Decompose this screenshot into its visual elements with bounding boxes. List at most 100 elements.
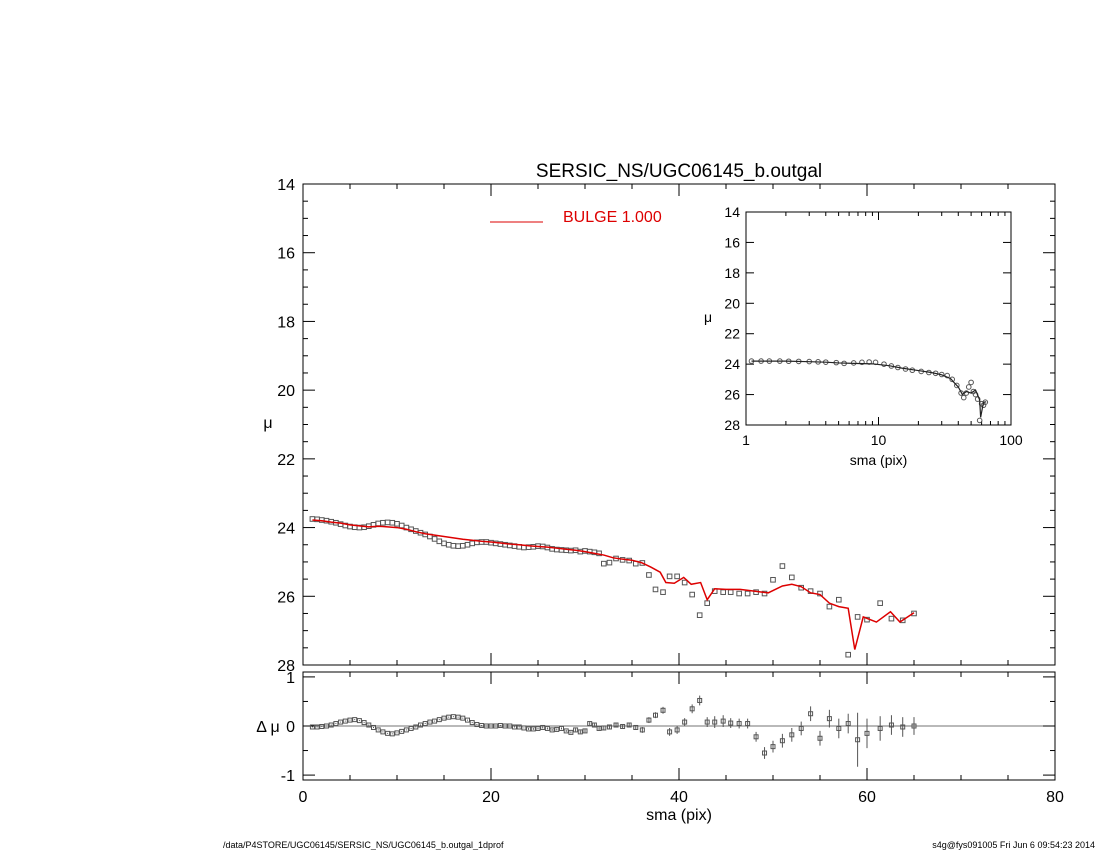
residual-point <box>762 750 768 756</box>
inset-y-tick-label: 20 <box>724 295 740 311</box>
inset-x-tick-label: 1 <box>742 432 750 448</box>
main-y-tick-label: 18 <box>277 314 295 331</box>
observed-point <box>720 589 726 595</box>
legend-label: BULGE 1.000 <box>563 209 662 226</box>
observed-point <box>674 573 680 580</box>
residual-point <box>667 729 673 735</box>
residual-point <box>689 706 695 712</box>
observed-point <box>601 560 607 567</box>
residual-point <box>544 725 550 731</box>
inset-y-tick-label: 16 <box>724 234 740 250</box>
residual-point <box>309 724 315 730</box>
observed-point <box>666 573 673 580</box>
residual-point <box>626 722 632 728</box>
residual-point <box>591 722 597 728</box>
residual-point <box>361 720 367 726</box>
residual-point <box>779 738 785 744</box>
residual-point <box>596 725 602 731</box>
observed-point <box>460 542 466 549</box>
main-y-tick-label: 14 <box>277 177 295 194</box>
observed-point <box>836 596 842 603</box>
residual-point <box>347 717 353 723</box>
observed-point <box>375 520 381 527</box>
observed-point <box>689 591 695 598</box>
residual-point <box>319 723 325 729</box>
observed-point <box>779 563 786 569</box>
observed-point <box>696 612 703 618</box>
residual-point <box>455 714 461 720</box>
residual-point <box>469 720 475 726</box>
main-y-tick-label: 16 <box>277 246 295 263</box>
residual-point <box>441 715 447 721</box>
observed-point <box>389 519 396 526</box>
inset-observed-point <box>949 376 956 383</box>
residual-point <box>682 719 688 725</box>
inset-x-tick-label: 100 <box>999 432 1023 448</box>
residual-point <box>633 724 639 730</box>
main-y-axis-label: μ <box>263 415 272 432</box>
residual-point <box>697 697 703 703</box>
observed-point <box>398 522 405 529</box>
residual-point <box>798 725 804 731</box>
residual-point <box>516 724 522 730</box>
observed-point <box>681 579 688 586</box>
residual-point <box>493 723 499 729</box>
residual-point <box>460 715 466 721</box>
residual-point <box>436 717 442 723</box>
observed-point <box>899 617 906 624</box>
resid-y-tick-label: 0 <box>286 719 295 736</box>
observed-point <box>431 536 438 542</box>
residual-point <box>446 714 452 720</box>
resid-x-tick-label: 40 <box>670 789 688 806</box>
observed-point <box>450 542 457 549</box>
legend: BULGE 1.000 <box>490 209 662 226</box>
residual-point <box>704 719 710 725</box>
residual-point <box>826 716 832 722</box>
observed-point <box>441 540 447 547</box>
residual-point <box>385 730 391 736</box>
residual-point <box>535 725 541 731</box>
residual-point <box>427 719 433 725</box>
residual-point <box>418 722 423 728</box>
residual-point <box>789 732 795 738</box>
inset-y-tick-label: 14 <box>724 204 740 220</box>
residual-point <box>474 722 480 728</box>
residual-point <box>836 725 842 731</box>
residual-point <box>403 727 409 733</box>
observed-point <box>455 543 461 549</box>
residual-point <box>333 721 339 727</box>
residual-point <box>559 725 564 731</box>
residual-point <box>328 722 334 728</box>
residual-point <box>900 724 906 730</box>
residual-point <box>526 726 532 732</box>
residual-point <box>568 729 574 735</box>
residual-point <box>563 728 569 734</box>
observed-point <box>652 586 659 593</box>
residual-point <box>483 723 489 729</box>
bulge-model-line <box>312 519 915 650</box>
residual-point <box>394 730 400 736</box>
inset-y-tick-label: 18 <box>724 265 740 281</box>
observed-point <box>606 559 613 566</box>
residual-point <box>753 734 759 740</box>
residual-point <box>338 719 344 725</box>
residual-point <box>375 727 381 733</box>
observed-point <box>384 519 391 526</box>
inset-y-tick-label: 24 <box>724 356 740 372</box>
inset-observed-point <box>881 361 887 367</box>
resid-x-tick-label: 80 <box>1046 789 1064 806</box>
footer-file-path: /data/P4STORE/UGC06145/SERSIC_NS/UGC0614… <box>223 840 504 850</box>
residual-point <box>712 719 718 725</box>
inset-x-axis-label: sma (pix) <box>850 452 908 468</box>
residual-point <box>620 723 626 729</box>
residual-point <box>577 729 583 735</box>
observed-point <box>736 590 742 597</box>
residual-point <box>911 723 917 729</box>
residual-point <box>432 718 438 724</box>
residual-point <box>314 724 320 730</box>
residual-point <box>479 723 485 729</box>
residual-point <box>422 721 428 727</box>
main-y-tick-label: 24 <box>277 521 295 538</box>
inset-x-tick-label: 10 <box>871 432 887 448</box>
